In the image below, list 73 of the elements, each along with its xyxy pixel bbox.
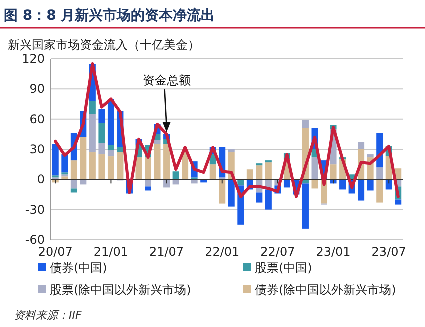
y-tick-label: 60 (30, 112, 45, 126)
bar (98, 109, 106, 124)
bar (210, 164, 216, 180)
bar (80, 180, 87, 185)
x-tick-label: 21/01 (94, 245, 129, 259)
y-tick-label: 120 (22, 52, 45, 66)
bar (219, 180, 226, 204)
bar (265, 162, 272, 180)
bar (89, 101, 96, 114)
bar (265, 190, 272, 210)
bar (256, 166, 263, 180)
bar (376, 180, 384, 203)
bar (154, 144, 161, 180)
bar (98, 143, 106, 155)
bar (228, 180, 235, 207)
bar (367, 180, 374, 191)
bar (358, 142, 365, 150)
bar (108, 156, 114, 180)
bar (98, 123, 106, 144)
bar (172, 180, 180, 185)
legend-label: 股票(除中国以外新兴市场) (50, 283, 192, 297)
bar (172, 172, 180, 180)
bar (145, 158, 152, 180)
bar (302, 184, 309, 229)
legend-label: 股票(中国) (255, 261, 312, 275)
bar (238, 180, 244, 186)
bar (256, 192, 263, 203)
bar (340, 180, 346, 190)
bar (358, 180, 365, 201)
y-tick-label: 90 (30, 82, 45, 96)
bar (108, 99, 114, 146)
bar (376, 168, 384, 180)
bar (284, 180, 290, 188)
y-axis-title: 新兴国家市场资金流入（十亿美金） (8, 38, 200, 52)
bar (395, 200, 402, 205)
legend-label: 债券(除中国以外新兴市场) (255, 283, 396, 297)
bar (108, 145, 114, 151)
y-tick-label: 30 (30, 142, 45, 156)
bar (117, 147, 124, 153)
y-tick-label: -60 (25, 233, 45, 247)
bar (70, 180, 78, 189)
x-tick-label: 22/01 (205, 245, 240, 259)
bar (89, 114, 96, 153)
x-tick-label: 23/07 (372, 245, 406, 259)
bar (145, 180, 152, 187)
bar (367, 154, 374, 158)
annotation: 资金总额 (142, 73, 191, 88)
bar (89, 152, 96, 180)
bar (246, 170, 254, 180)
bar (52, 144, 59, 176)
bar (108, 150, 114, 157)
bar (70, 160, 78, 180)
bar (228, 150, 235, 153)
chart-title: 图 8：8 月新兴市场的资本净流出 (4, 7, 216, 24)
bar (154, 140, 161, 144)
x-tick-label: 22/07 (260, 245, 296, 259)
bar (330, 164, 337, 180)
x-tick-label: 20/07 (38, 245, 73, 259)
y-tick-label: 0 (37, 172, 45, 187)
bar (62, 154, 68, 173)
bar (145, 186, 152, 191)
x-tick-label: 23/01 (316, 245, 351, 259)
x-tick-label: 21/07 (149, 245, 184, 259)
bar (164, 144, 170, 180)
bar (80, 137, 87, 180)
y-tick-label: -30 (25, 202, 45, 217)
legend-label: 债券(中国) (50, 261, 108, 275)
line-series (54, 62, 400, 198)
bar (117, 152, 124, 180)
bar (98, 154, 106, 180)
text: 资料来源：IIF (14, 309, 82, 322)
bar (70, 188, 78, 193)
bar (302, 120, 309, 128)
